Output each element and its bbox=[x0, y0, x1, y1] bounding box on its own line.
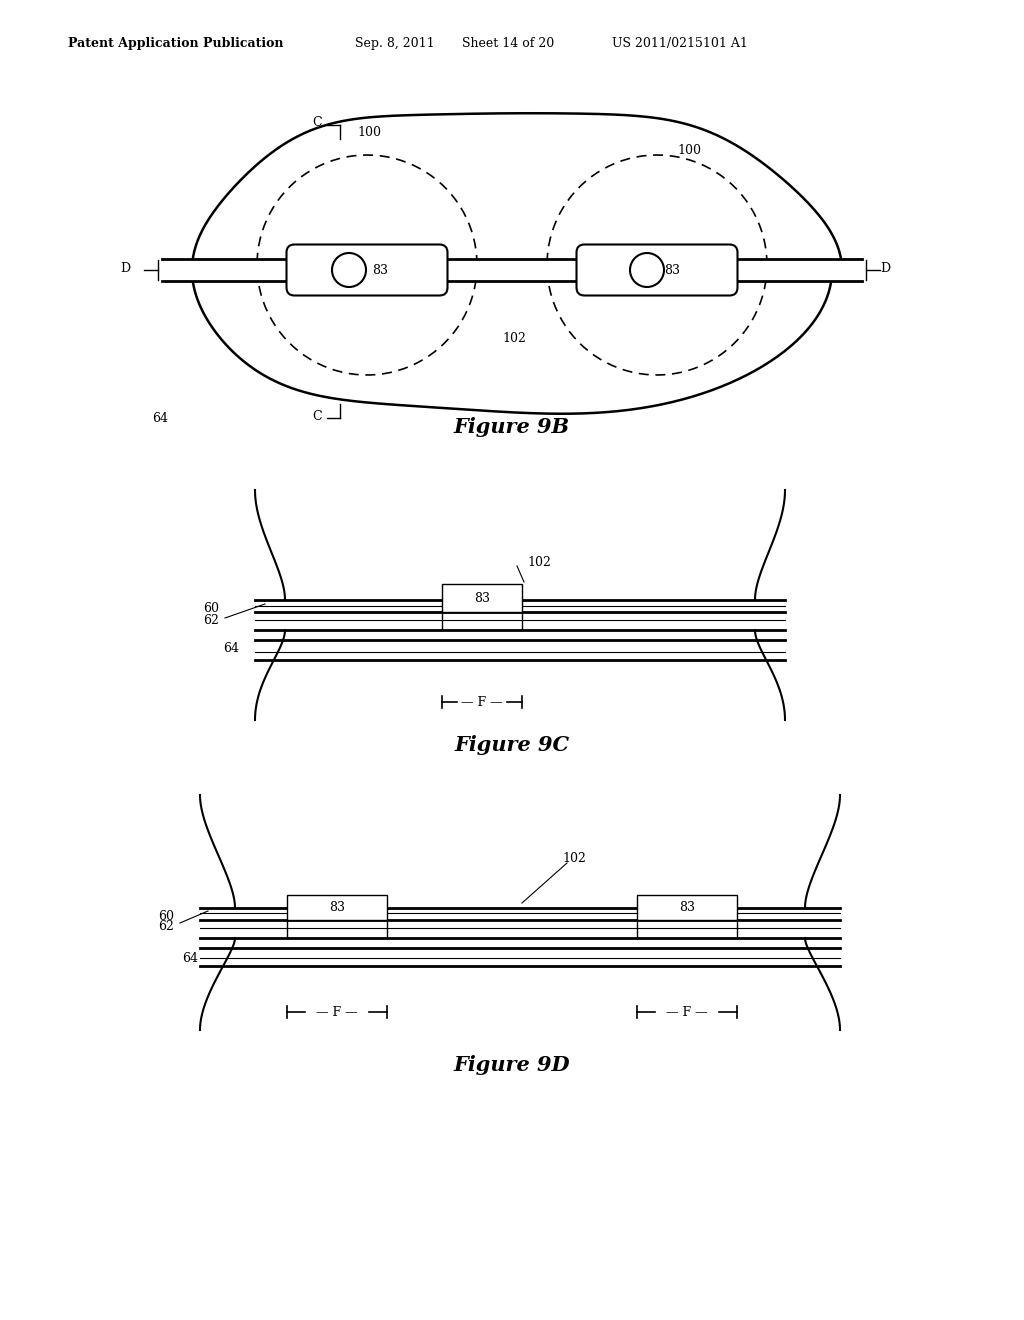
Text: 83: 83 bbox=[679, 902, 695, 913]
Text: 83: 83 bbox=[474, 591, 490, 605]
Text: D: D bbox=[880, 261, 890, 275]
Text: 60: 60 bbox=[158, 911, 174, 924]
Bar bbox=[287, 895, 387, 920]
FancyBboxPatch shape bbox=[577, 244, 737, 296]
Text: Sep. 8, 2011: Sep. 8, 2011 bbox=[355, 37, 434, 50]
Text: C: C bbox=[312, 409, 322, 422]
Text: D: D bbox=[120, 261, 130, 275]
Bar bbox=[442, 583, 522, 612]
Text: 102: 102 bbox=[562, 851, 586, 865]
FancyBboxPatch shape bbox=[287, 244, 447, 296]
Text: — F —: — F — bbox=[667, 1006, 708, 1019]
Circle shape bbox=[332, 253, 366, 286]
Text: C: C bbox=[312, 116, 322, 129]
Text: 83: 83 bbox=[372, 264, 388, 276]
Text: 102: 102 bbox=[502, 331, 526, 345]
Bar bbox=[162, 259, 862, 281]
Text: 62: 62 bbox=[158, 920, 174, 932]
FancyBboxPatch shape bbox=[287, 244, 447, 296]
Text: — F —: — F — bbox=[461, 696, 503, 709]
Text: Figure 9B: Figure 9B bbox=[454, 417, 570, 437]
Text: 100: 100 bbox=[677, 144, 701, 157]
Text: 64: 64 bbox=[152, 412, 168, 425]
Text: 64: 64 bbox=[182, 952, 198, 965]
Text: Figure 9D: Figure 9D bbox=[454, 1055, 570, 1074]
Bar bbox=[442, 583, 522, 612]
Text: 100: 100 bbox=[357, 125, 381, 139]
Text: 62: 62 bbox=[203, 614, 219, 627]
Bar bbox=[287, 895, 387, 920]
Text: Figure 9C: Figure 9C bbox=[455, 735, 569, 755]
Bar bbox=[637, 895, 737, 920]
Text: 102: 102 bbox=[527, 556, 551, 569]
Text: 83: 83 bbox=[664, 264, 680, 276]
Text: 64: 64 bbox=[223, 642, 239, 655]
Text: — F —: — F — bbox=[316, 1006, 357, 1019]
Text: Patent Application Publication: Patent Application Publication bbox=[68, 37, 284, 50]
Bar bbox=[637, 895, 737, 920]
FancyBboxPatch shape bbox=[577, 244, 737, 296]
Text: Sheet 14 of 20: Sheet 14 of 20 bbox=[462, 37, 554, 50]
Text: US 2011/0215101 A1: US 2011/0215101 A1 bbox=[612, 37, 748, 50]
Text: 83: 83 bbox=[329, 902, 345, 913]
Text: 60: 60 bbox=[203, 602, 219, 615]
Circle shape bbox=[630, 253, 664, 286]
